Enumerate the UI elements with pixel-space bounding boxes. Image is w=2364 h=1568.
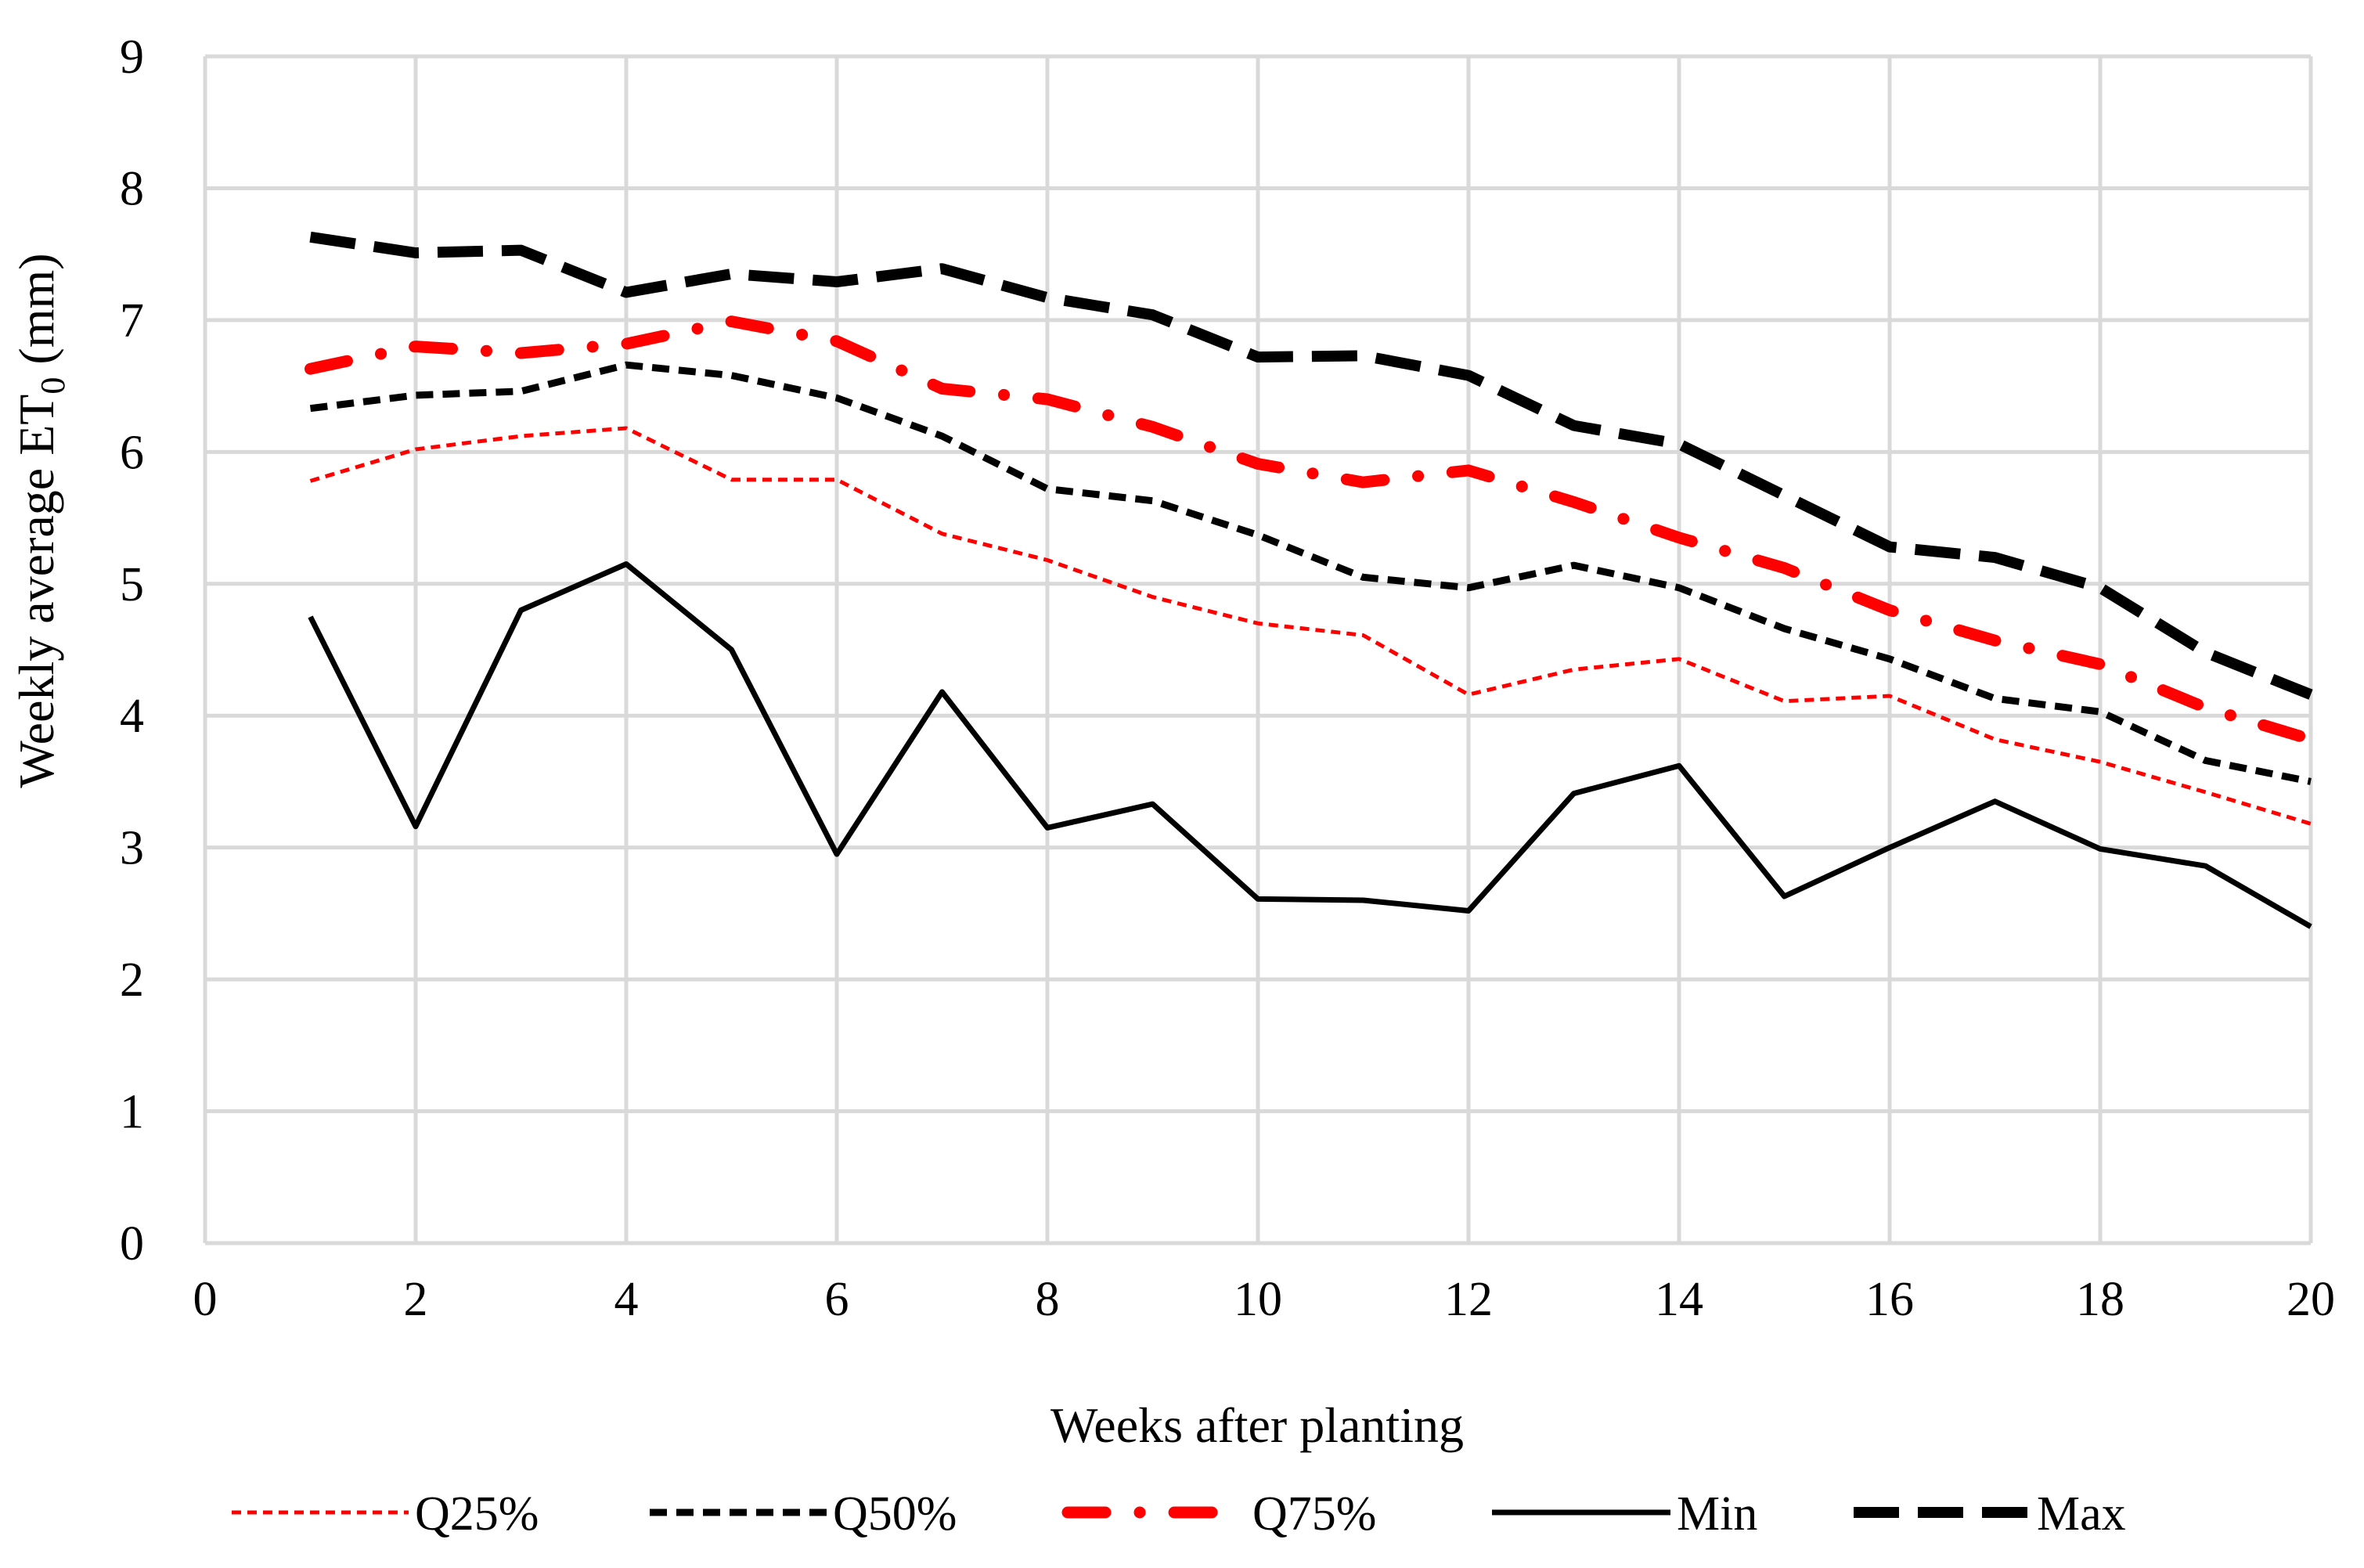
y-tick-label-9: 9 — [120, 31, 144, 84]
x-tick-label-18: 18 — [2076, 1273, 2124, 1326]
legend-item-min: Min — [1492, 1487, 1757, 1541]
y-axis-title-units: (mm) — [9, 253, 64, 377]
legend-item-max: Max — [1854, 1487, 2126, 1541]
y-tick-label-6: 6 — [120, 426, 144, 479]
y-axis-title: Weekly average ET0 (mm) — [9, 253, 72, 788]
x-tick-label-10: 10 — [1234, 1273, 1282, 1326]
x-tick-label-20: 20 — [2287, 1273, 2335, 1326]
y-tick-label-3: 3 — [120, 822, 144, 875]
series-lines — [305, 231, 2317, 929]
x-tick-label-0: 0 — [193, 1273, 218, 1326]
series-q50 — [309, 361, 2312, 785]
legend-label-q25: Q25% — [415, 1487, 539, 1541]
series-line-q25 — [309, 426, 2312, 826]
series-line-q75 — [305, 315, 2317, 745]
x-tick-label-2: 2 — [404, 1273, 428, 1326]
legend-label-max: Max — [2037, 1487, 2126, 1541]
series-min — [308, 561, 2312, 929]
y-tick-label-7: 7 — [120, 294, 144, 348]
legend-item-q50: Q50% — [650, 1487, 957, 1541]
legend: Q25% Q50% Q75% Min Max — [232, 1487, 2126, 1541]
x-axis-title: Weeks after planting — [1050, 1397, 1464, 1453]
series-q75 — [305, 315, 2317, 745]
legend-label-q75: Q75% — [1252, 1487, 1376, 1541]
y-tick-label-5: 5 — [120, 558, 144, 611]
y-axis-title-subscript: 0 — [34, 377, 72, 395]
y-axis-tick-labels: 0 1 2 3 4 5 6 7 8 9 — [120, 31, 144, 1271]
y-tick-label-2: 2 — [120, 953, 144, 1007]
legend-item-q25: Q25% — [232, 1487, 539, 1541]
series-q25 — [309, 426, 2312, 826]
series-max — [309, 231, 2313, 700]
series-line-min — [308, 561, 2312, 929]
legend-item-q75: Q75% — [1061, 1487, 1376, 1541]
y-tick-label-8: 8 — [120, 162, 144, 215]
y-tick-label-1: 1 — [120, 1086, 144, 1139]
x-tick-label-8: 8 — [1036, 1273, 1060, 1326]
y-axis-title-main: Weekly average ET — [9, 395, 64, 788]
series-line-q50 — [309, 361, 2312, 785]
x-tick-label-6: 6 — [825, 1273, 849, 1326]
x-tick-label-14: 14 — [1655, 1273, 1703, 1326]
legend-label-q50: Q50% — [833, 1487, 957, 1541]
horizontal-gridlines — [205, 54, 2311, 1245]
y-tick-label-4: 4 — [120, 690, 144, 743]
legend-label-min: Min — [1677, 1487, 1757, 1541]
x-tick-label-4: 4 — [614, 1273, 639, 1326]
series-line-max — [309, 231, 2313, 700]
x-tick-label-16: 16 — [1865, 1273, 1914, 1326]
x-tick-label-12: 12 — [1444, 1273, 1493, 1326]
x-axis-tick-labels: 0 2 4 6 8 10 12 14 16 18 20 — [193, 1273, 2336, 1326]
y-tick-label-0: 0 — [120, 1217, 144, 1271]
